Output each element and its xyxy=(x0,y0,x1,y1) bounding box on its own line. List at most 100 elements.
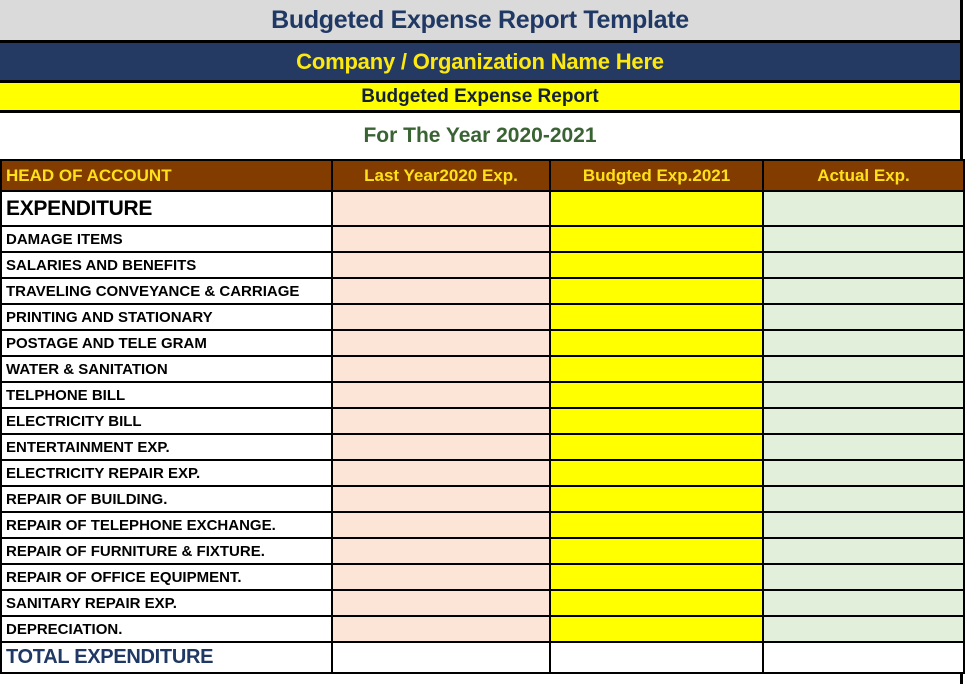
actual-cell[interactable] xyxy=(762,511,965,539)
budgeted-cell[interactable] xyxy=(549,329,764,357)
row-label: POSTAGE AND TELE GRAM xyxy=(0,329,333,357)
row-label: REPAIR OF TELEPHONE EXCHANGE. xyxy=(0,511,333,539)
actual-cell[interactable] xyxy=(762,329,965,357)
row-label: PRINTING AND STATIONARY xyxy=(0,303,333,331)
budgeted-cell[interactable] xyxy=(549,615,764,643)
budgeted-cell[interactable] xyxy=(549,511,764,539)
total-last-year-cell[interactable] xyxy=(331,641,551,674)
table-row: POSTAGE AND TELE GRAM xyxy=(0,329,965,357)
section-header-label: EXPENDITURE xyxy=(0,190,333,227)
year-subtitle: For The Year 2020-2021 xyxy=(0,113,960,159)
section-header-row: EXPENDITURE xyxy=(0,190,965,227)
column-header-actual-exp: Actual Exp. xyxy=(762,159,965,192)
table-row: REPAIR OF TELEPHONE EXCHANGE. xyxy=(0,511,965,539)
last-year-cell[interactable] xyxy=(331,355,551,383)
table-row: DAMAGE ITEMS xyxy=(0,225,965,253)
budgeted-cell[interactable] xyxy=(549,563,764,591)
total-row: TOTAL EXPENDITURE xyxy=(0,641,965,674)
total-budgeted-cell[interactable] xyxy=(549,641,764,674)
table-row: SANITARY REPAIR EXP. xyxy=(0,589,965,617)
table-row: REPAIR OF OFFICE EQUIPMENT. xyxy=(0,563,965,591)
row-label: TRAVELING CONVEYANCE & CARRIAGE xyxy=(0,277,333,305)
last-year-cell[interactable] xyxy=(331,511,551,539)
last-year-cell[interactable] xyxy=(331,563,551,591)
last-year-cell[interactable] xyxy=(331,537,551,565)
row-label: DAMAGE ITEMS xyxy=(0,225,333,253)
last-year-cell[interactable] xyxy=(331,225,551,253)
report-title-banner: Budgeted Expense Report xyxy=(0,83,960,113)
actual-cell[interactable] xyxy=(762,277,965,305)
table-row: SALARIES AND BENEFITS xyxy=(0,251,965,279)
row-label: REPAIR OF BUILDING. xyxy=(0,485,333,513)
actual-cell[interactable] xyxy=(762,537,965,565)
row-label: TELPHONE BILL xyxy=(0,381,333,409)
last-year-cell[interactable] xyxy=(331,251,551,279)
table-header-row: HEAD OF ACCOUNT Last Year2020 Exp. Budgt… xyxy=(0,159,965,192)
last-year-cell[interactable] xyxy=(331,190,551,227)
table-row: REPAIR OF FURNITURE & FIXTURE. xyxy=(0,537,965,565)
budgeted-cell[interactable] xyxy=(549,251,764,279)
total-actual-cell[interactable] xyxy=(762,641,965,674)
last-year-cell[interactable] xyxy=(331,615,551,643)
row-label: ELECTRICITY REPAIR EXP. xyxy=(0,459,333,487)
actual-cell[interactable] xyxy=(762,433,965,461)
expense-table: HEAD OF ACCOUNT Last Year2020 Exp. Budgt… xyxy=(0,159,965,674)
budgeted-cell[interactable] xyxy=(549,355,764,383)
table-row: ELECTRICITY REPAIR EXP. xyxy=(0,459,965,487)
table-row: TRAVELING CONVEYANCE & CARRIAGE xyxy=(0,277,965,305)
actual-cell[interactable] xyxy=(762,381,965,409)
row-label: SALARIES AND BENEFITS xyxy=(0,251,333,279)
column-header-last-year-exp: Last Year2020 Exp. xyxy=(331,159,551,192)
actual-cell[interactable] xyxy=(762,190,965,227)
table-row: DEPRECIATION. xyxy=(0,615,965,643)
actual-cell[interactable] xyxy=(762,589,965,617)
actual-cell[interactable] xyxy=(762,407,965,435)
budgeted-cell[interactable] xyxy=(549,407,764,435)
budgeted-cell[interactable] xyxy=(549,433,764,461)
last-year-cell[interactable] xyxy=(331,381,551,409)
row-label: DEPRECIATION. xyxy=(0,615,333,643)
budgeted-cell[interactable] xyxy=(549,225,764,253)
last-year-cell[interactable] xyxy=(331,277,551,305)
actual-cell[interactable] xyxy=(762,485,965,513)
row-label: REPAIR OF FURNITURE & FIXTURE. xyxy=(0,537,333,565)
company-name-banner: Company / Organization Name Here xyxy=(0,43,960,83)
last-year-cell[interactable] xyxy=(331,459,551,487)
actual-cell[interactable] xyxy=(762,303,965,331)
budgeted-cell[interactable] xyxy=(549,277,764,305)
row-label: ENTERTAINMENT EXP. xyxy=(0,433,333,461)
row-label: REPAIR OF OFFICE EQUIPMENT. xyxy=(0,563,333,591)
column-header-head-of-account: HEAD OF ACCOUNT xyxy=(0,159,333,192)
budgeted-cell[interactable] xyxy=(549,485,764,513)
last-year-cell[interactable] xyxy=(331,303,551,331)
actual-cell[interactable] xyxy=(762,225,965,253)
table-row: PRINTING AND STATIONARY xyxy=(0,303,965,331)
budgeted-cell[interactable] xyxy=(549,537,764,565)
page-title: Budgeted Expense Report Template xyxy=(0,0,960,43)
last-year-cell[interactable] xyxy=(331,589,551,617)
row-label: SANITARY REPAIR EXP. xyxy=(0,589,333,617)
budgeted-cell[interactable] xyxy=(549,589,764,617)
budgeted-cell[interactable] xyxy=(549,381,764,409)
expense-table-body: EXPENDITURE DAMAGE ITEMS SALARIES AND BEN… xyxy=(0,190,965,643)
table-row: REPAIR OF BUILDING. xyxy=(0,485,965,513)
total-row-label: TOTAL EXPENDITURE xyxy=(0,641,333,674)
actual-cell[interactable] xyxy=(762,459,965,487)
table-row: ENTERTAINMENT EXP. xyxy=(0,433,965,461)
table-row: ELECTRICITY BILL xyxy=(0,407,965,435)
last-year-cell[interactable] xyxy=(331,485,551,513)
actual-cell[interactable] xyxy=(762,355,965,383)
budgeted-cell[interactable] xyxy=(549,303,764,331)
last-year-cell[interactable] xyxy=(331,329,551,357)
last-year-cell[interactable] xyxy=(331,433,551,461)
actual-cell[interactable] xyxy=(762,251,965,279)
table-row: WATER & SANITATION xyxy=(0,355,965,383)
column-header-budgeted-exp: Budgted Exp.2021 xyxy=(549,159,764,192)
budgeted-cell[interactable] xyxy=(549,459,764,487)
budgeted-cell[interactable] xyxy=(549,190,764,227)
last-year-cell[interactable] xyxy=(331,407,551,435)
table-row: TELPHONE BILL xyxy=(0,381,965,409)
actual-cell[interactable] xyxy=(762,615,965,643)
actual-cell[interactable] xyxy=(762,563,965,591)
